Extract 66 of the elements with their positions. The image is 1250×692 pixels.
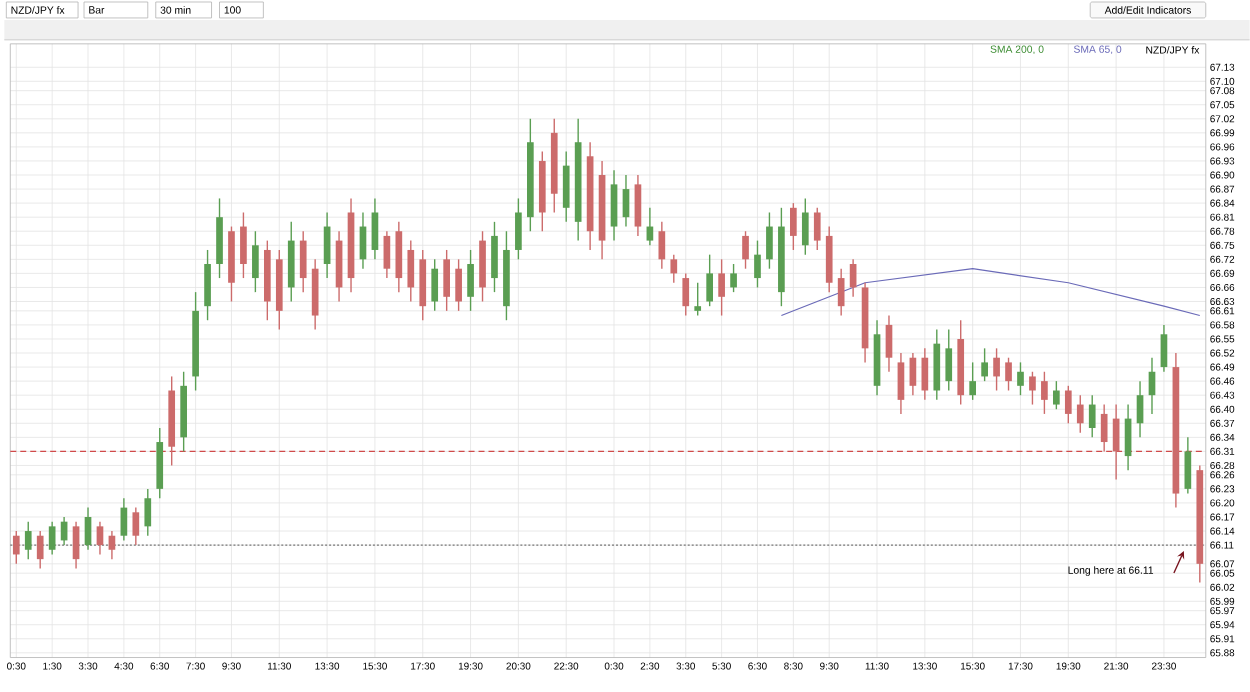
candlestick	[1041, 371, 1048, 415]
candlestick	[1053, 380, 1060, 411]
candlestick	[885, 315, 893, 373]
candlestick	[72, 521, 80, 570]
candlestick	[933, 329, 941, 401]
candlestick	[682, 273, 690, 317]
candlestick	[945, 329, 953, 392]
candlestick	[204, 249, 211, 322]
candlestick	[730, 263, 737, 294]
candlestick	[383, 230, 391, 280]
candlestick	[371, 198, 379, 261]
candlestick	[1184, 436, 1192, 495]
candlestick	[921, 347, 929, 401]
candlestick	[144, 488, 152, 537]
candlestick	[311, 258, 319, 331]
candlestick	[1076, 394, 1084, 434]
candlestick	[156, 427, 164, 500]
candlestick	[36, 530, 44, 570]
candlestick	[287, 221, 295, 303]
candlestick	[467, 249, 474, 312]
candlestick	[694, 282, 702, 317]
candlestick	[801, 198, 809, 256]
candlestick	[431, 258, 439, 312]
candlestick	[634, 174, 642, 237]
candlestick	[1160, 324, 1168, 373]
candlestick	[455, 258, 462, 312]
candlestick	[670, 254, 678, 284]
candlestick	[813, 207, 821, 251]
candlestick	[12, 530, 20, 565]
candlestick	[610, 169, 618, 242]
candlestick	[1029, 371, 1036, 406]
line-series	[780, 268, 1201, 317]
candlestick	[790, 202, 797, 251]
candlestick	[718, 258, 725, 317]
candlestick	[479, 230, 486, 303]
candlestick	[252, 230, 259, 294]
candlestick	[969, 362, 977, 401]
candlestick	[1064, 385, 1072, 425]
candlestick	[706, 254, 714, 308]
candlestick	[742, 230, 749, 270]
candlestick	[443, 249, 451, 312]
candlestick	[491, 221, 498, 294]
candlestick	[240, 212, 247, 280]
candlestick	[754, 240, 761, 289]
candlestick	[1088, 394, 1096, 439]
candlestick	[132, 507, 140, 547]
candlestick	[658, 221, 666, 270]
candlestick	[24, 521, 32, 561]
candlestick	[766, 212, 773, 270]
candlestick	[1017, 362, 1024, 397]
candlestick	[897, 352, 905, 415]
candlestick	[515, 198, 522, 261]
candlestick	[993, 347, 1000, 392]
candlestick	[825, 226, 833, 294]
candlestick	[1100, 404, 1108, 453]
candlestick	[395, 221, 403, 294]
candlestick	[837, 268, 845, 317]
candlestick	[419, 249, 427, 322]
candlestick	[407, 240, 415, 303]
candlestick	[216, 198, 223, 280]
candlestick	[1005, 357, 1012, 392]
candlestick	[299, 230, 307, 294]
candlestick	[562, 151, 570, 223]
candlestick	[48, 521, 56, 556]
candlestick	[96, 521, 104, 556]
candlestick	[981, 347, 988, 383]
